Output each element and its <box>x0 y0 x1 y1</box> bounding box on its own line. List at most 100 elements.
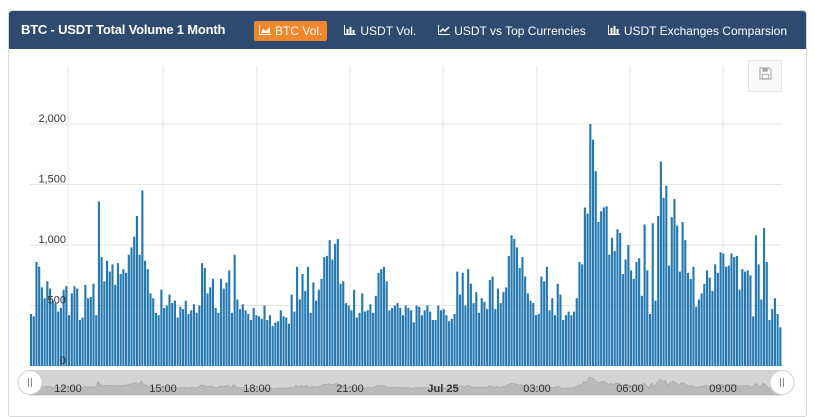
bar <box>263 305 266 366</box>
navigator-left-handle[interactable] <box>17 370 43 395</box>
bar <box>274 322 277 366</box>
bar <box>252 307 255 366</box>
bar <box>106 260 109 366</box>
bar <box>434 320 437 366</box>
bar <box>298 299 301 366</box>
bar <box>439 310 443 366</box>
bar <box>363 311 367 366</box>
navigator-mask <box>30 370 782 395</box>
bar <box>195 312 198 366</box>
x-tick-label: 15:00 <box>149 383 177 395</box>
bar <box>464 305 467 366</box>
bar <box>491 276 494 366</box>
tab-usdt-vs-top-currencies[interactable]: USDT vs Top Currencies <box>433 21 591 41</box>
bar <box>214 307 217 366</box>
bar <box>154 312 157 366</box>
bar <box>502 292 505 366</box>
bar <box>581 264 584 366</box>
bar <box>301 274 304 366</box>
bar <box>553 315 557 366</box>
bar <box>714 264 717 366</box>
bar <box>499 303 502 366</box>
bar <box>513 238 516 366</box>
bar <box>328 240 331 366</box>
bar <box>545 266 548 366</box>
bar <box>317 289 320 366</box>
bar <box>309 312 312 366</box>
bar <box>217 312 220 366</box>
bar <box>575 298 578 366</box>
bar <box>130 247 133 366</box>
tab-btc-vol[interactable]: BTC Vol. <box>254 21 328 41</box>
y-tick-label: 1,500 <box>38 174 66 186</box>
export-button[interactable] <box>748 60 782 92</box>
bar-layer <box>30 124 782 366</box>
bar <box>306 266 310 366</box>
bar <box>765 261 768 366</box>
bar <box>591 139 595 366</box>
bar <box>198 305 201 366</box>
bar <box>141 190 144 366</box>
x-tick-label: Jul 25 <box>427 383 458 395</box>
bar <box>689 278 692 366</box>
bar <box>453 313 456 366</box>
bar <box>613 251 616 366</box>
tab-label: USDT Exchanges Comparsion <box>623 24 787 38</box>
bar <box>114 284 117 366</box>
bar <box>600 211 603 366</box>
bar <box>54 303 57 366</box>
bar <box>562 320 565 366</box>
bar <box>635 261 638 366</box>
bar <box>266 320 269 366</box>
bar <box>146 269 149 366</box>
bar <box>776 313 779 366</box>
bar <box>385 281 388 366</box>
bar <box>648 313 652 366</box>
tab-usdt-exchanges-comparsion[interactable]: USDT Exchanges Comparsion <box>603 21 792 41</box>
bar <box>323 257 326 366</box>
bar <box>708 277 711 366</box>
bar <box>173 300 176 366</box>
bar <box>746 270 749 366</box>
bar <box>477 312 481 366</box>
navigator <box>17 370 795 396</box>
bar <box>149 293 152 366</box>
bar <box>255 315 258 366</box>
bar <box>507 255 510 366</box>
bar <box>749 275 752 366</box>
bar <box>244 310 247 366</box>
bar <box>382 266 386 366</box>
tab-usdt-vol[interactable]: USDT Vol. <box>339 21 421 41</box>
bar <box>695 306 698 366</box>
bar <box>377 272 380 366</box>
bar <box>296 266 299 366</box>
bar <box>290 294 293 366</box>
bar <box>488 280 491 366</box>
bar <box>700 293 703 366</box>
bar <box>722 253 725 366</box>
bar <box>480 298 483 366</box>
bar <box>325 255 329 366</box>
bar <box>76 288 79 366</box>
bar <box>610 237 614 366</box>
bar <box>97 201 100 366</box>
bar <box>358 312 361 366</box>
bar <box>448 321 451 366</box>
bar <box>534 315 538 366</box>
chart-title: BTC - USDT Total Volume 1 Month <box>21 22 226 37</box>
bar <box>619 232 622 366</box>
bar <box>483 301 486 366</box>
bar <box>494 309 497 366</box>
bar <box>524 276 527 366</box>
bar <box>228 270 231 366</box>
bar <box>665 185 668 366</box>
bar <box>282 316 285 366</box>
navigator-right-handle[interactable] <box>769 370 795 395</box>
bar <box>678 271 681 366</box>
bar <box>399 307 402 366</box>
bar <box>133 236 136 366</box>
bar <box>236 299 239 366</box>
bar <box>331 259 334 366</box>
bar <box>209 287 212 366</box>
bar <box>640 295 643 366</box>
